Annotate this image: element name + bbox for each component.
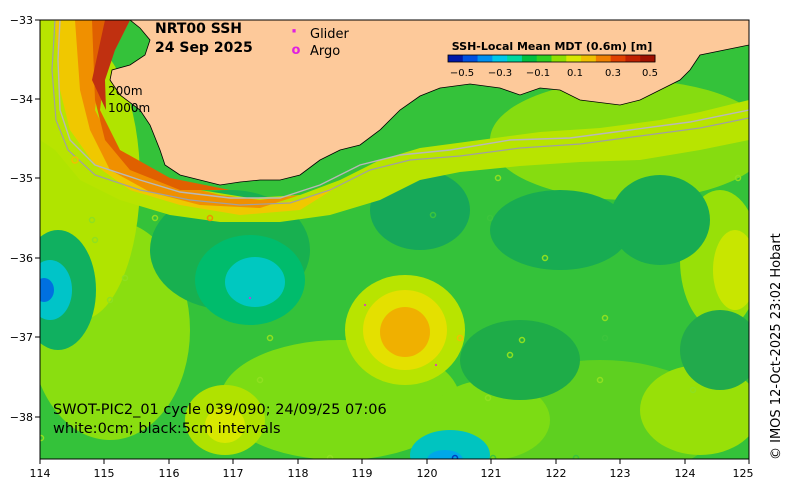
x-tick-label: 119: [352, 467, 373, 480]
colorbar-swatch: [610, 55, 626, 62]
colorbar-label: SSH-Local Mean MDT (0.6m) [m]: [452, 40, 652, 53]
marker-legend: · Glider o Argo: [291, 21, 350, 59]
colorbar-swatch: [477, 55, 493, 62]
argo-legend-symbol: o: [292, 43, 301, 58]
colorbar-swatch: [551, 55, 567, 62]
isobath-1000m-line: [51, 20, 749, 206]
colorbar-swatches: [448, 55, 656, 62]
colorbar-swatch: [595, 55, 612, 62]
x-tick-label: 117: [223, 467, 244, 480]
colorbar-swatch: [521, 55, 538, 62]
colorbar-swatch: [507, 55, 523, 62]
y-tick-label: −37: [10, 331, 33, 344]
colorbar-tick: −0.3: [488, 68, 512, 79]
y-tick-label: −35: [10, 172, 33, 185]
x-tick-label: 116: [159, 467, 180, 480]
plot-area: [40, 20, 749, 459]
colorbar-swatch: [640, 55, 656, 62]
isobath-1000m-label: 1000m: [108, 101, 150, 115]
colorbar-swatch: [462, 55, 479, 62]
argo-markers: [40, 156, 742, 459]
plot-frame: [39, 19, 750, 460]
y-tick-label: −34: [10, 93, 33, 106]
x-tick-label: 118: [288, 467, 309, 480]
y-axis-labels: −33 −34 −35 −36 −37 −38: [10, 14, 33, 424]
glider-legend-label: Glider: [310, 27, 350, 42]
colorbar-tick: −0.1: [526, 68, 550, 79]
x-tick-label: 115: [94, 467, 115, 480]
colorbar-swatch: [492, 55, 508, 62]
coastal-band: [40, 20, 749, 222]
x-tick-label: 125: [733, 467, 754, 480]
y-tick-label: −36: [10, 252, 33, 265]
credit-text: © IMOS 12-Oct-2025 23:02 Hobart: [769, 233, 784, 460]
x-axis-labels: 114 115 116 117 118 119 120 121 122 123 …: [30, 467, 754, 480]
x-tick-label: 121: [481, 467, 502, 480]
colorbar-swatch: [566, 55, 582, 62]
colorbar-tick: −0.5: [450, 68, 474, 79]
colorbar-tick: 0.3: [605, 68, 621, 79]
isobath-200m-label: 200m: [108, 84, 143, 98]
x-tick-label: 114: [30, 467, 51, 480]
colorbar: SSH-Local Mean MDT (0.6m) [m] −0.5 −0.3 …: [447, 40, 658, 79]
x-tick-label: 122: [546, 467, 567, 480]
map-title-line2: 24 Sep 2025: [155, 40, 253, 56]
swot-info-line2: white:0cm; black:5cm intervals: [53, 421, 281, 437]
tick-marks: [35, 19, 750, 464]
map-title-line1: NRT00 SSH: [155, 21, 242, 37]
colorbar-swatch: [448, 55, 464, 62]
swot-info-line1: SWOT-PIC2_01 cycle 039/090; 24/09/25 07:…: [53, 402, 387, 418]
y-tick-label: −38: [10, 411, 33, 424]
colorbar-swatch: [625, 55, 641, 62]
colorbar-swatch: [536, 55, 552, 62]
argo-legend-label: Argo: [310, 44, 340, 59]
colorbar-swatch: [581, 55, 597, 62]
x-tick-label: 124: [675, 467, 696, 480]
x-tick-label: 123: [610, 467, 631, 480]
isobath-200m-line: [57, 20, 749, 199]
colorbar-tick: 0.5: [642, 68, 658, 79]
colorbar-tick: 0.1: [567, 68, 583, 79]
x-tick-label: 120: [417, 467, 438, 480]
glider-markers: [249, 297, 437, 366]
glider-legend-symbol: ·: [291, 21, 298, 42]
y-tick-label: −33: [10, 14, 33, 27]
